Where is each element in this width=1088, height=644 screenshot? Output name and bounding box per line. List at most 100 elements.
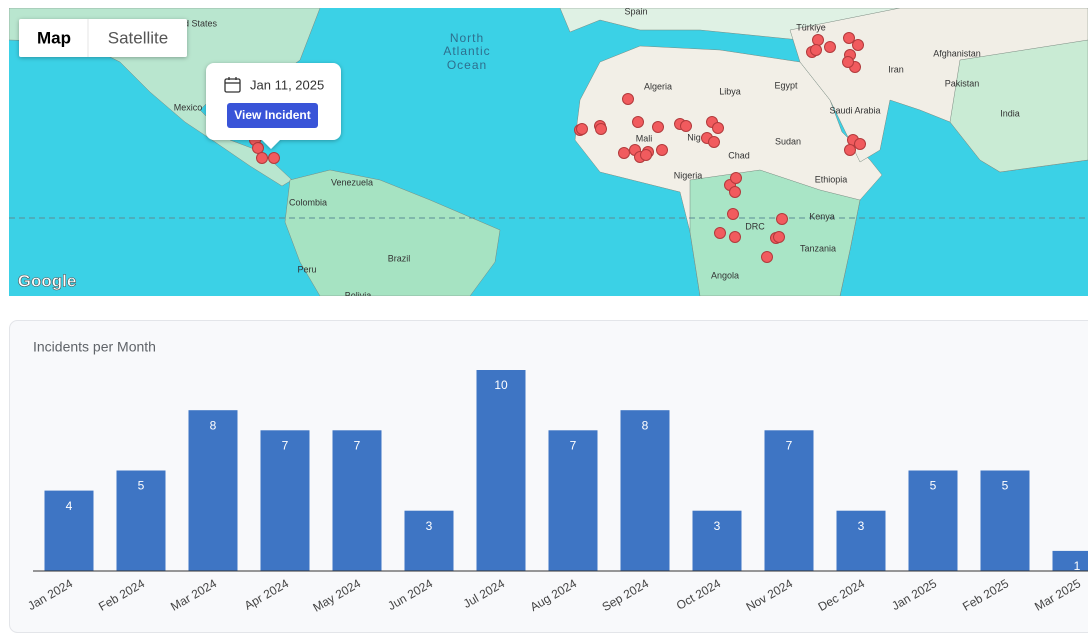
incident-marker [843,32,855,44]
incident-marker [852,39,864,51]
incident-marker [842,56,854,68]
map-label: Mexico [174,102,203,112]
incident-marker [595,123,607,135]
map-label: Tanzania [800,243,836,253]
map-label: Atlantic [443,44,490,58]
map-label: Iran [888,64,904,74]
value-label: 8 [642,418,649,432]
map-label: Venezuela [331,177,373,187]
bar [260,430,310,571]
incident-marker [680,120,692,132]
incident-marker [727,208,739,220]
map-label: Türkiye [796,22,826,32]
incident-markers [249,32,866,263]
map-label: DRC [745,221,765,231]
incident-marker [712,122,724,134]
value-label: 4 [66,499,73,513]
satellite-button[interactable]: Satellite [108,28,168,47]
value-label: 3 [858,519,865,533]
incident-date: Jan 11, 2025 [250,77,324,92]
incident-marker [622,93,634,105]
value-label: 5 [138,479,145,493]
value-label: 8 [210,418,217,432]
map-label: India [1000,108,1020,118]
view-incident-button[interactable] [227,103,318,128]
incident-marker [844,144,856,156]
bar [836,510,886,571]
value-label: 7 [570,438,577,452]
map-label: North [450,31,484,45]
tooltip: Jan 11, 2025 View Incident [206,63,341,149]
map-label: Afghanistan [933,48,981,58]
value-label: 10 [494,378,508,392]
view-incident-label[interactable]: View Incident [234,108,310,122]
incident-marker [708,136,720,148]
map-button[interactable]: Map [37,28,71,47]
map-label: Ocean [447,58,487,72]
map-label: Mali [636,133,653,143]
map-label: Chad [728,150,750,160]
bar [44,490,94,571]
bar [116,470,166,571]
map-label: Colombia [289,197,327,207]
incident-marker [632,116,644,128]
incident-marker [268,152,280,164]
control-box [19,19,187,57]
incident-marker [854,138,866,150]
incident-marker [256,152,268,164]
incident-marker [640,149,652,161]
bar [908,470,958,571]
incident-marker [773,231,785,243]
bar [764,430,814,571]
incident-marker [618,147,630,159]
map-label: Egypt [774,80,798,90]
map-label: Pakistan [945,78,980,88]
incident-marker [776,213,788,225]
bar [476,370,526,571]
map-label: Libya [719,86,741,96]
map-label: Kenya [809,211,835,221]
bar [188,410,238,571]
map-label: United States [163,18,218,28]
land [284,169,501,296]
value-label: 3 [426,519,433,533]
map-label: Algeria [644,81,672,91]
calendar-icon [224,77,241,93]
bar [332,430,382,571]
map-label: Nigeria [674,170,703,180]
incident-marker [729,231,741,243]
chart-title: Incidents per Month [33,339,156,355]
incident-marker [252,142,264,154]
incident-marker [824,41,836,53]
google-logo: Google [18,271,77,290]
value-label: 7 [354,438,361,452]
value-label: 1 [1074,559,1081,573]
incident-marker [810,44,822,56]
map-label: Peru [297,264,316,274]
value-label: 7 [786,438,793,452]
land [949,39,1088,173]
value-label: 5 [930,479,937,493]
bar [980,470,1030,571]
bar [548,430,598,571]
bar [404,510,454,571]
incident-marker [576,123,588,135]
map-type-control: Map Satellite [19,19,187,57]
bar [620,410,670,571]
value-label: 3 [714,519,721,533]
map-label: Spain [624,6,647,16]
incident-marker [652,121,664,133]
value-label: 5 [1002,479,1009,493]
map-label: Sudan [775,136,801,146]
map-label: Ethiopia [815,174,848,184]
incident-marker [714,227,726,239]
map-label: Niger [687,132,709,142]
bar [692,510,742,571]
value-label: 7 [282,438,289,452]
map-label: Angola [711,270,739,280]
